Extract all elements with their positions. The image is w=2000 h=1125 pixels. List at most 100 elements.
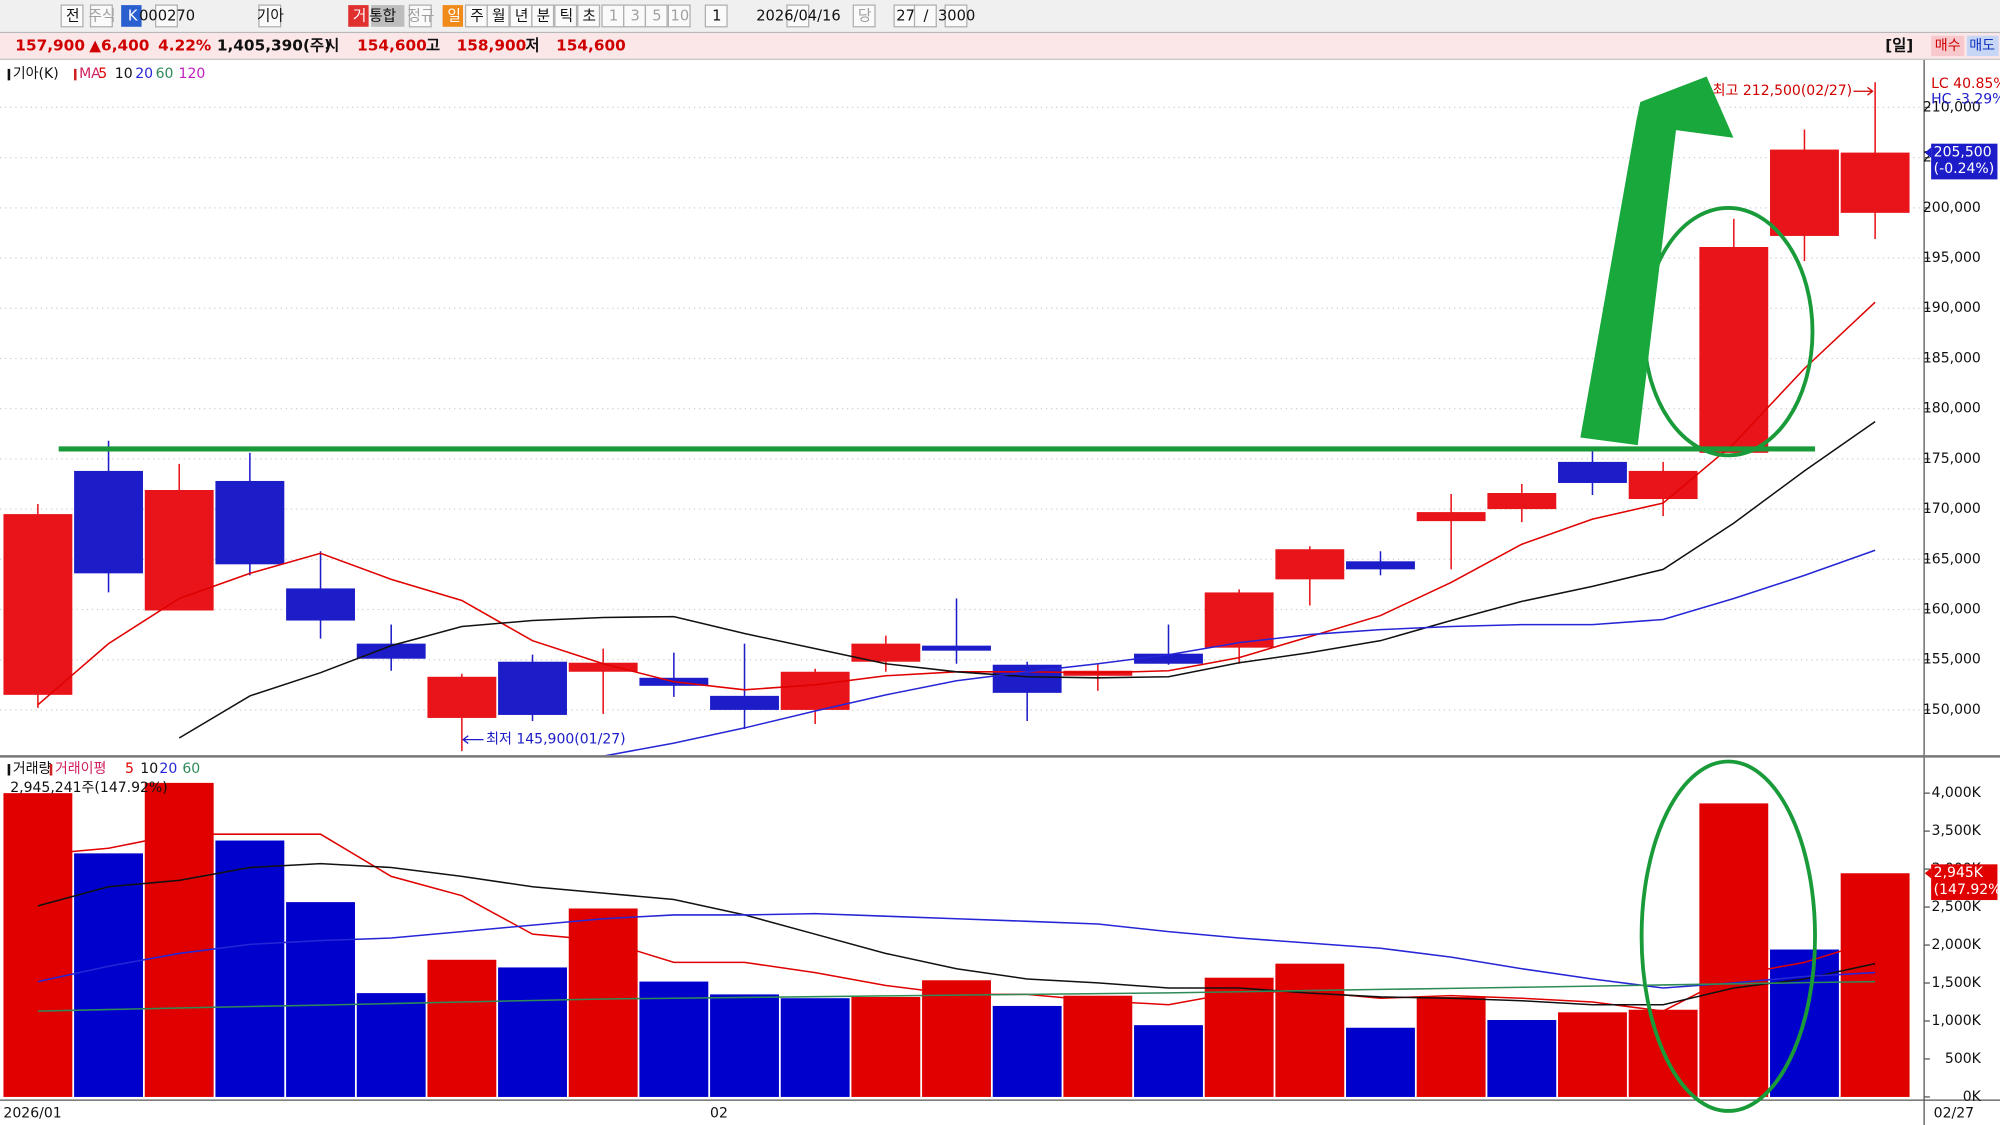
toolbar-item[interactable]: K	[128, 8, 138, 25]
toolbar-item[interactable]: 27	[896, 8, 915, 25]
toolbar-button-bg	[913, 4, 937, 28]
toolbar-item[interactable]: 통합	[369, 8, 396, 25]
info-period: [일]	[1885, 36, 1913, 54]
y-tick-label: 170,000	[1923, 501, 1981, 517]
candle-body	[1487, 493, 1557, 510]
toolbar-button-bg	[408, 4, 432, 28]
max-arrow	[1853, 86, 1874, 96]
max-annotation: 최고 212,500(02/27)	[1713, 83, 1853, 99]
legend-entry: 20	[135, 66, 153, 82]
candle-body	[286, 588, 355, 621]
y-tick-label: 210,000	[1923, 99, 1981, 115]
toolbar-button-bg	[531, 4, 555, 28]
candle-body	[144, 490, 214, 611]
toolbar-button-bg	[786, 4, 810, 28]
volume-bar	[1699, 803, 1769, 1097]
toolbar-item[interactable]: 분	[537, 8, 550, 25]
toolbar-button-bg	[89, 4, 113, 28]
volume-bar	[1840, 873, 1910, 1097]
y-tick-label: 0K	[1963, 1089, 1982, 1105]
volume-plot	[3, 782, 1910, 1097]
toolbar-item[interactable]: /	[924, 8, 929, 25]
volume-bar	[3, 793, 73, 1097]
last-change-label: (147.92%)	[1934, 882, 2000, 898]
y-tick-label: 160,000	[1923, 601, 1981, 617]
toolbar-item[interactable]: 기아	[257, 8, 284, 25]
candle-body	[1275, 549, 1345, 580]
volume-bar	[1346, 1027, 1415, 1097]
drawn-annotations	[58, 76, 1817, 1113]
toolbar-item[interactable]: 일	[447, 8, 460, 25]
info-high: 158,900	[457, 36, 527, 54]
info-low-label: 저	[526, 36, 540, 54]
toolbar-item[interactable]: 1	[609, 8, 618, 25]
volume-bar	[144, 782, 214, 1097]
candle-body	[1204, 592, 1274, 648]
toolbar-item[interactable]: 10	[671, 8, 690, 25]
sell-button[interactable]: 매도	[1969, 38, 1995, 54]
volume-bar	[1275, 963, 1345, 1097]
legend-entry: 5	[125, 761, 134, 777]
volume-bar	[922, 980, 991, 1097]
ma-line	[37, 912, 1876, 989]
toolbar-item[interactable]: 년	[515, 8, 528, 25]
toolbar-item[interactable]: 전	[66, 8, 79, 25]
candle-body	[1840, 152, 1910, 213]
toolbar-button-bg	[644, 4, 668, 28]
toolbar-item[interactable]: 정규	[407, 8, 434, 25]
y-tick-label: 2,500K	[1932, 899, 1982, 915]
toolbar-button-bg	[944, 4, 968, 28]
toolbar-item[interactable]: 거	[353, 8, 366, 25]
legend-marker	[7, 764, 11, 776]
info-volume: 1,405,390(주)	[217, 36, 331, 54]
candle-body	[3, 514, 73, 695]
toolbar-item[interactable]: 5	[652, 8, 661, 25]
toolbar-item[interactable]: 월	[492, 8, 505, 25]
volume-bar	[780, 998, 850, 1097]
toolbar-item[interactable]: 당	[858, 8, 871, 25]
info-open: 154,600	[357, 36, 427, 54]
toolbar-button-bg	[371, 5, 405, 27]
buy-button[interactable]: 매수	[1935, 38, 1961, 54]
ma-line	[178, 421, 1876, 739]
last-value-box	[1931, 864, 1998, 901]
legend-entry: 120	[179, 66, 206, 82]
ma-line	[604, 549, 1876, 756]
legend-entry: 60	[182, 761, 200, 777]
info-open-label: 시	[325, 36, 339, 54]
candle-body	[568, 662, 638, 672]
legend-ma-label: MA	[79, 66, 101, 82]
current-volume-label: 2,945,241주(147.92%)	[10, 780, 168, 796]
toolbar-item[interactable]: 주	[470, 8, 483, 25]
y-tick-label: 165,000	[1923, 551, 1981, 567]
toolbar-item[interactable]: 3	[631, 8, 640, 25]
toolbar-item[interactable]: 2026/04/16	[756, 8, 840, 25]
candle-body	[922, 645, 991, 651]
candle-body	[356, 643, 426, 659]
last-value-pointer	[1924, 868, 1932, 879]
toolbar-item[interactable]: 틱	[560, 8, 573, 25]
last-value-label: 2,945K	[1934, 865, 1984, 881]
y-tick-label: 3,500K	[1932, 823, 1982, 839]
volume-bar	[1134, 1025, 1203, 1097]
hc-label: HC -3.29%	[1931, 91, 2000, 107]
volume-bar	[851, 996, 921, 1097]
volume-bar	[286, 902, 355, 1097]
toolbar-item[interactable]: 주식	[89, 8, 116, 25]
toolbar-button-bg	[667, 4, 691, 28]
toolbar-item[interactable]: 1	[712, 8, 721, 25]
volume-bar	[1487, 1020, 1557, 1097]
toolbar-item[interactable]: 000270	[139, 8, 195, 25]
legend-entry: 20	[159, 761, 177, 777]
sell-button-bg	[1966, 35, 1999, 57]
toolbar-button-bg	[577, 4, 601, 28]
candle-body	[498, 661, 567, 715]
labels: 전 주식 K 000270 기아 거 통합 정규 일 주 월 년 분 틱 초 1 3 5 10 1 2026/04/16…	[3, 4, 2000, 1122]
y-tick-label: 150,000	[1923, 702, 1981, 718]
toolbar-item[interactable]: 초	[583, 8, 596, 25]
y-tick-label: 155,000	[1923, 652, 1981, 668]
toolbar-item[interactable]: 3000	[938, 8, 975, 25]
toolbar-button-bg	[442, 5, 464, 27]
toolbar-button-bg	[60, 4, 84, 28]
